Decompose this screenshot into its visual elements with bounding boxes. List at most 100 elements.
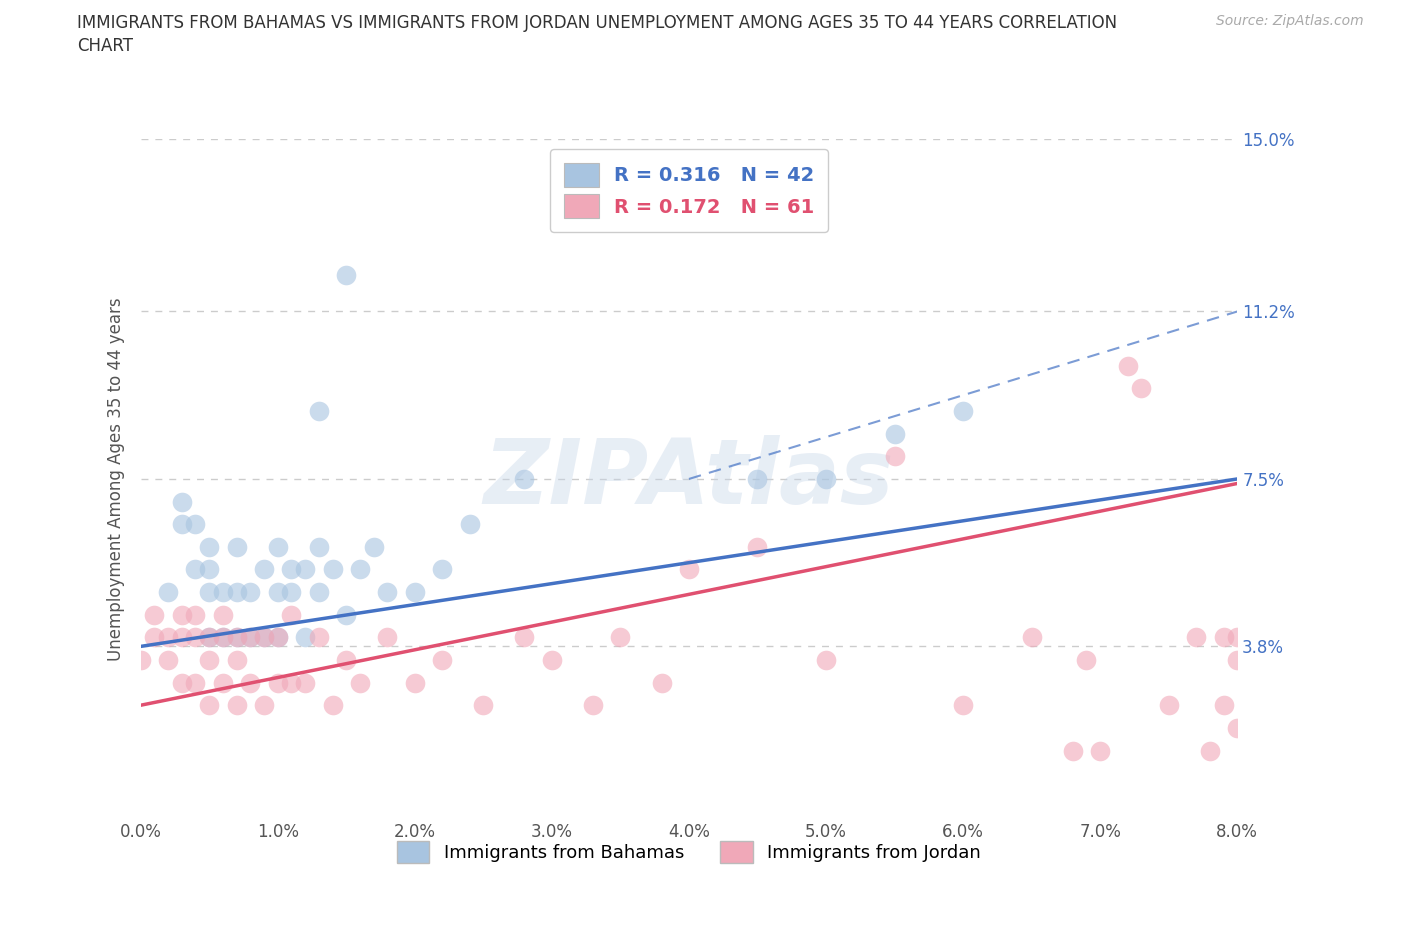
Point [280,585,302,600]
Point [1130,381,1153,396]
Point [198,653,221,668]
Point [253,562,276,577]
Point [253,630,276,644]
Point [184,675,207,690]
Point [1226,630,1249,644]
Point [225,630,247,644]
Point [1116,358,1139,373]
Text: CHART: CHART [77,37,134,55]
Point [294,630,316,644]
Point [211,630,233,644]
Point [198,630,221,644]
Point [129,653,152,668]
Text: IMMIGRANTS FROM BAHAMAS VS IMMIGRANTS FROM JORDAN UNEMPLOYMENT AMONG AGES 35 TO : IMMIGRANTS FROM BAHAMAS VS IMMIGRANTS FR… [77,14,1118,32]
Point [211,585,233,600]
Point [308,630,330,644]
Point [1212,630,1234,644]
Point [650,675,673,690]
Point [335,653,357,668]
Point [815,472,838,486]
Point [472,698,495,712]
Point [609,630,631,644]
Point [239,675,262,690]
Point [678,562,700,577]
Point [1226,653,1249,668]
Point [267,539,290,554]
Point [198,562,221,577]
Point [747,472,769,486]
Point [267,630,290,644]
Point [267,585,290,600]
Point [335,607,357,622]
Point [294,675,316,690]
Point [253,630,276,644]
Point [239,630,262,644]
Point [430,653,453,668]
Point [294,562,316,577]
Point [267,630,290,644]
Point [157,630,180,644]
Point [267,675,290,690]
Point [211,630,233,644]
Point [198,539,221,554]
Point [375,585,399,600]
Point [143,607,166,622]
Point [157,653,180,668]
Point [815,653,838,668]
Point [280,562,302,577]
Point [225,539,247,554]
Point [184,607,207,622]
Point [308,585,330,600]
Point [211,675,233,690]
Point [143,630,166,644]
Point [375,630,399,644]
Legend: Immigrants from Bahamas, Immigrants from Jordan: Immigrants from Bahamas, Immigrants from… [389,834,988,870]
Point [184,630,207,644]
Point [225,698,247,712]
Point [1198,743,1220,758]
Point [1021,630,1043,644]
Point [1076,653,1098,668]
Point [883,426,905,441]
Point [952,404,974,418]
Point [170,517,193,532]
Point [170,607,193,622]
Point [225,653,247,668]
Point [157,585,180,600]
Point [363,539,385,554]
Y-axis label: Unemployment Among Ages 35 to 44 years: Unemployment Among Ages 35 to 44 years [107,298,125,660]
Point [280,675,302,690]
Point [1062,743,1084,758]
Point [321,698,344,712]
Point [513,472,536,486]
Point [170,630,193,644]
Point [1157,698,1180,712]
Point [540,653,562,668]
Point [883,449,905,464]
Point [225,630,247,644]
Point [198,630,221,644]
Point [404,675,426,690]
Point [239,630,262,644]
Text: Source: ZipAtlas.com: Source: ZipAtlas.com [1216,14,1364,28]
Point [253,698,276,712]
Point [211,607,233,622]
Point [198,698,221,712]
Point [308,539,330,554]
Point [1212,698,1234,712]
Point [349,675,371,690]
Point [170,675,193,690]
Point [184,562,207,577]
Point [308,404,330,418]
Point [198,585,221,600]
Point [430,562,453,577]
Point [458,517,481,532]
Point [335,268,357,283]
Point [513,630,536,644]
Point [404,585,426,600]
Point [225,585,247,600]
Point [1185,630,1208,644]
Point [349,562,371,577]
Point [170,494,193,509]
Point [184,517,207,532]
